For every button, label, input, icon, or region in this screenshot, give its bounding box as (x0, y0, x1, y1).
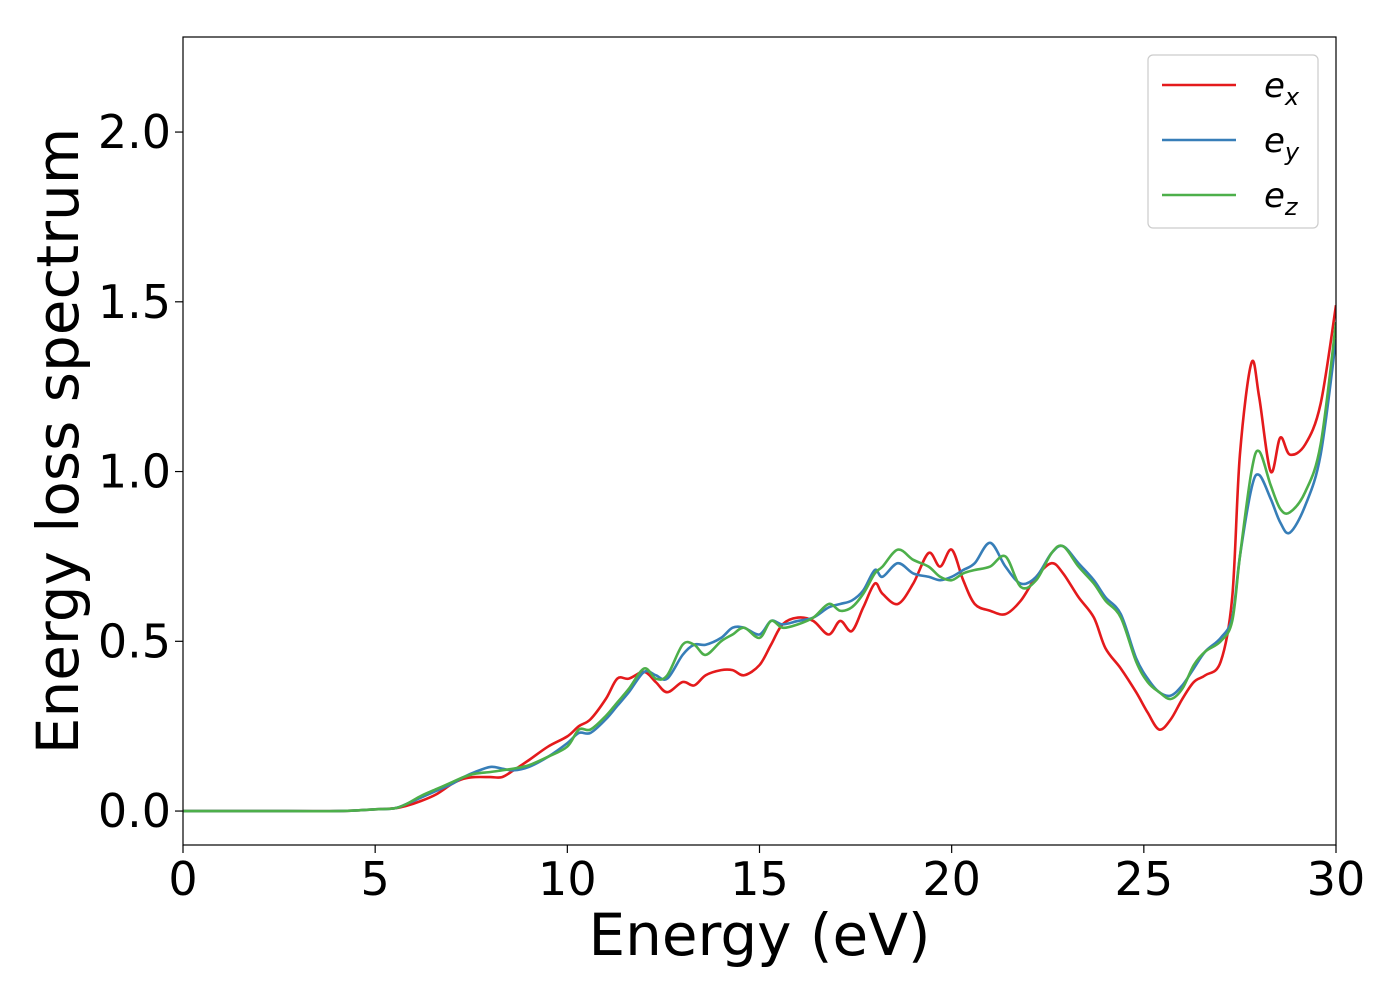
legend-label-base: e (1264, 176, 1285, 216)
legend-label-subscript: z (1284, 193, 1299, 221)
legend-label-subscript: x (1284, 83, 1300, 111)
x-tick-label: 25 (1115, 852, 1174, 906)
x-axis: 0 5 10 15 20 25 30 (168, 845, 1365, 906)
legend-label-x: ex (1264, 66, 1300, 111)
y-tick-label: 0.0 (98, 784, 171, 838)
x-tick-label: 0 (168, 852, 197, 906)
x-tick-label: 10 (538, 852, 597, 906)
legend-label-base: e (1264, 66, 1285, 106)
y-tick-label: 1.0 (98, 445, 171, 499)
legend-box (1147, 54, 1319, 229)
legend-label-subscript: y (1284, 138, 1300, 166)
series-layer (183, 304, 1336, 813)
series-line-y (183, 338, 1336, 813)
series-line-z (183, 322, 1336, 813)
y-tick-label: 0.5 (98, 614, 171, 668)
y-tick-label: 1.5 (98, 275, 171, 329)
x-tick-label: 5 (361, 852, 390, 906)
y-tick-label: 2.0 (98, 105, 171, 159)
x-tick-label: 30 (1307, 852, 1366, 906)
y-axis: 0.0 0.5 1.0 1.5 2.0 (98, 105, 183, 838)
x-tick-label: 15 (730, 852, 789, 906)
x-tick-label: 20 (922, 852, 981, 906)
y-axis-label: Energy loss spectrum (24, 128, 92, 754)
legend-label-base: e (1264, 121, 1285, 161)
x-axis-label: Energy (eV) (588, 901, 930, 969)
legend-label-z: ez (1264, 176, 1299, 221)
series-line-x (183, 304, 1336, 813)
legend-label-y: ey (1264, 121, 1300, 166)
